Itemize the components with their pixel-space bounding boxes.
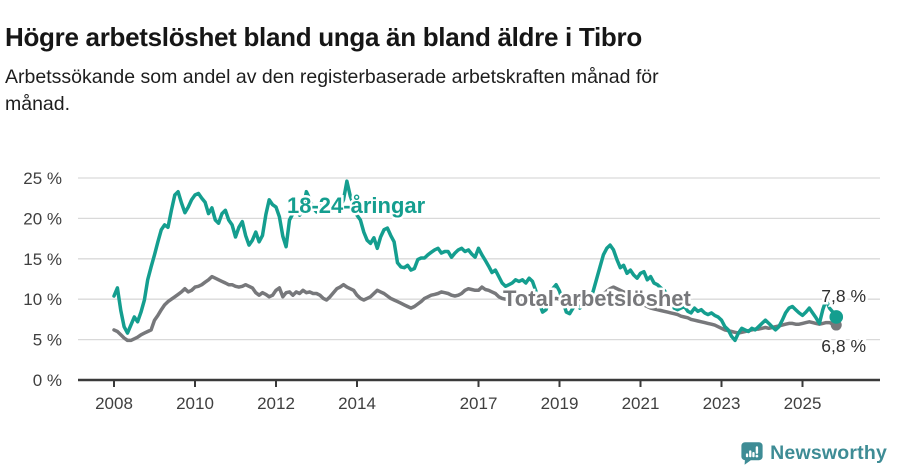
series-total-line bbox=[112, 274, 838, 343]
x-tick-label: 2019 bbox=[541, 394, 579, 413]
page-title: Högre arbetslöshet bland unga än bland ä… bbox=[5, 22, 642, 53]
y-tick-label: 5 % bbox=[33, 331, 62, 350]
newsworthy-logo: Newsworthy bbox=[740, 441, 887, 465]
x-tick-label: 2010 bbox=[176, 394, 214, 413]
y-tick-label: 10 % bbox=[23, 290, 62, 309]
y-tick-label: 0 % bbox=[33, 371, 62, 390]
newsworthy-brand-text: Newsworthy bbox=[770, 441, 887, 464]
x-tick-label: 2014 bbox=[338, 394, 376, 413]
total-end-value-label: 6,8 % bbox=[821, 336, 866, 356]
x-tick-label: 2017 bbox=[460, 394, 498, 413]
y-tick-label: 15 % bbox=[23, 250, 62, 269]
x-tick-label: 2023 bbox=[703, 394, 741, 413]
x-tick-label: 2008 bbox=[95, 394, 133, 413]
series-total-label: Total arbetslöshet bbox=[503, 286, 692, 311]
series-youth-line bbox=[112, 179, 838, 343]
series-youth-end-dot bbox=[829, 310, 844, 324]
x-tick-label: 2021 bbox=[622, 394, 660, 413]
newsworthy-speech-bubble-bar-chart-icon bbox=[741, 442, 763, 465]
youth-end-value-label: 7,8 % bbox=[821, 286, 866, 306]
y-tick-label: 20 % bbox=[23, 209, 62, 228]
chart-subtitle: Arbetssökande som andel av den registerb… bbox=[5, 64, 659, 118]
subtitle-line-1: Arbetssökande som andel av den registerb… bbox=[5, 66, 659, 88]
x-tick-label: 2012 bbox=[257, 394, 295, 413]
y-tick-label: 25 % bbox=[23, 169, 62, 188]
series-youth-label: 18-24-åringar bbox=[287, 193, 426, 218]
x-tick-label: 2025 bbox=[784, 394, 822, 413]
subtitle-line-2: månad. bbox=[5, 93, 71, 115]
